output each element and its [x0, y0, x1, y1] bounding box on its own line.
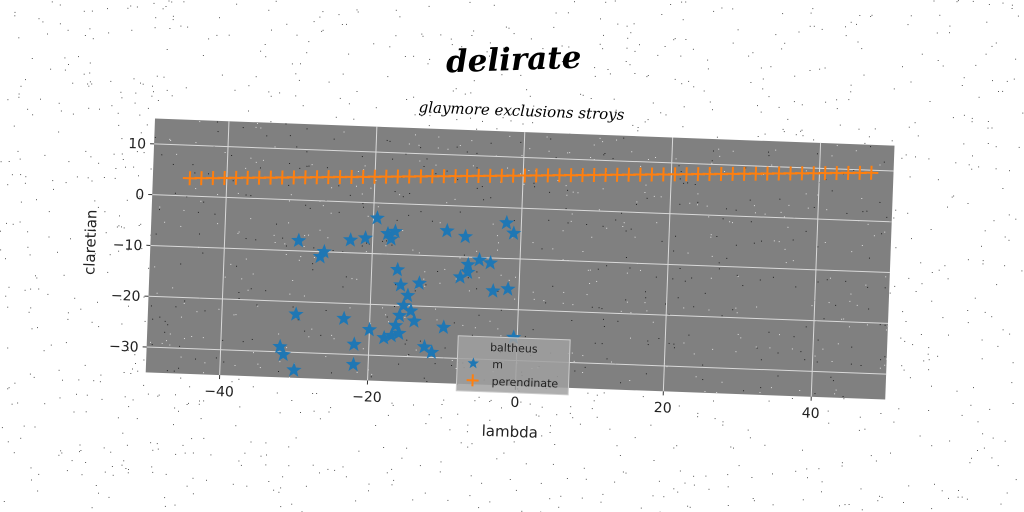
scatter-point-m [369, 210, 385, 225]
scatter-point-m [383, 231, 399, 246]
scatter-point-m [272, 338, 288, 354]
legend-plus-glyph [466, 374, 479, 387]
series-perendinate [182, 165, 879, 186]
scatter-point-m [361, 321, 378, 337]
scatter-point-m [288, 306, 304, 321]
legend-title: baltheus [490, 341, 538, 356]
grid-line-y [152, 194, 892, 223]
grid-line-y [154, 143, 894, 172]
scatter-point-m [506, 225, 522, 241]
series-layer [182, 165, 879, 377]
scatter-point-m [500, 281, 516, 296]
scatter-point-m [436, 319, 452, 335]
legend-box [455, 335, 571, 396]
scatter-point-m [411, 275, 427, 290]
y-tick-label: −30 [109, 339, 139, 356]
y-tick-label: 0 [135, 187, 145, 203]
y-axis-label: claretian [80, 209, 100, 275]
scatter-point-m [345, 356, 362, 372]
chart-title: glaymore exclusions stroys [418, 98, 625, 124]
grid-line-y [150, 244, 890, 274]
legend-label-m: m [492, 358, 503, 371]
scatter-point-m [391, 325, 407, 340]
x-tick-label: 40 [801, 405, 819, 422]
scatter-point-m [406, 313, 422, 328]
y-tick-label: 10 [128, 136, 146, 153]
plot-axes: glaymore exclusions stroys −30−20−10010 … [80, 98, 895, 442]
scatter-point-m [286, 362, 302, 377]
scatter-point-m [439, 222, 455, 238]
scatter-point-m [482, 255, 499, 270]
x-axis-label: lambda [481, 422, 538, 442]
scatter-point-m [383, 327, 400, 343]
y-tick-label: −10 [113, 237, 143, 254]
scatter-point-m [346, 336, 362, 352]
scatter-point-m [471, 252, 488, 267]
scatter-point-m [376, 329, 392, 345]
scatter-point-m [452, 269, 468, 284]
scatter-point-perendinate [864, 165, 879, 180]
x-tick-label: 0 [510, 395, 520, 411]
scatter-point-m [485, 283, 501, 298]
x-tick-label: −40 [204, 384, 234, 401]
x-axis-ticks: −40 −20 0 20 40 [204, 375, 820, 422]
scatter-point-m [342, 232, 359, 247]
legend-label-perendinate: perendinate [491, 375, 558, 390]
scatter-point-m [357, 230, 374, 245]
x-tick-label: 20 [654, 400, 672, 417]
scatter-point-m [390, 261, 406, 277]
grid-line-y [148, 295, 889, 324]
scatter-point-m [403, 302, 419, 318]
scatter-point-m [457, 228, 474, 244]
scatter-point-m [387, 223, 403, 239]
x-tick-label: −20 [352, 389, 382, 406]
legend-star-glyph [467, 357, 480, 369]
scatter-point-m [336, 310, 352, 326]
legend-marker-perendinate [466, 374, 479, 387]
scatter-point-m [393, 277, 409, 292]
scatter-point-m [416, 338, 433, 354]
grid-lines [146, 121, 894, 397]
y-axis-ticks: −30 −20 −10 0 10 [109, 136, 155, 356]
legend: baltheus m perendinate [455, 335, 571, 396]
scatter-point-m [424, 344, 440, 359]
scatter-point-m [275, 346, 292, 362]
scatter-point-m [380, 225, 396, 241]
scatter-point-m [499, 214, 515, 230]
chart-suptitle: delirate [445, 40, 582, 81]
legend-marker-m [467, 357, 480, 369]
scatter-point-m [460, 256, 476, 272]
scatter-point-m [316, 243, 332, 259]
y-tick-label: −20 [111, 288, 141, 305]
scatter-point-m [291, 232, 307, 248]
series-m [272, 210, 522, 377]
